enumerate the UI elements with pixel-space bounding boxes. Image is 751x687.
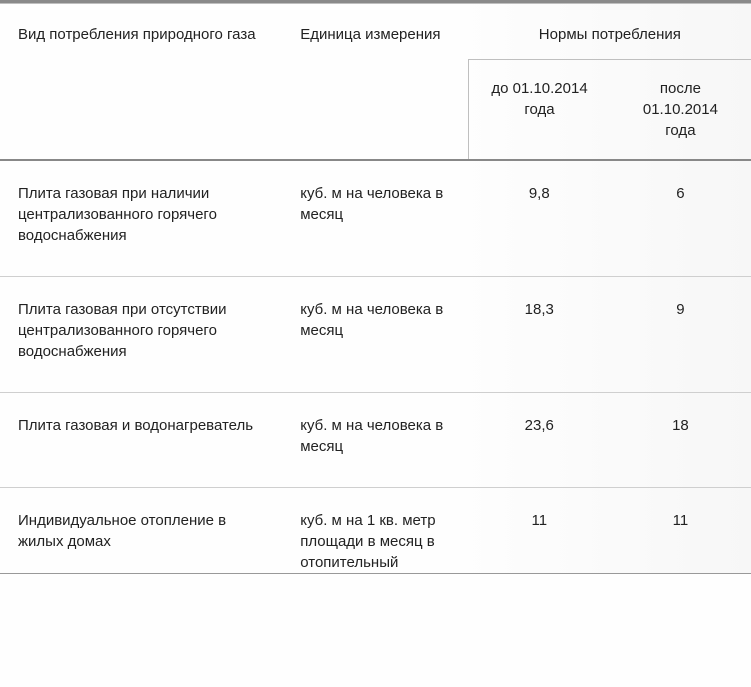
- cell-before: 11: [469, 488, 610, 574]
- cell-type: Плита газовая при наличии централизованн…: [0, 160, 282, 277]
- cell-unit: куб. м на человека в месяц: [282, 393, 468, 488]
- header-norms: Нормы потребления: [469, 4, 751, 60]
- cell-type: Индивидуальное отопление в жилых домах: [0, 488, 282, 574]
- table-row: Плита газовая при отсутствии централизов…: [0, 277, 751, 393]
- cell-after: 6: [610, 160, 751, 277]
- cell-before: 23,6: [469, 393, 610, 488]
- cell-before: 9,8: [469, 160, 610, 277]
- header-consumption-type: Вид потребления природного газа: [0, 4, 282, 161]
- cell-unit: куб. м на 1 кв. метр площади в месяц в о…: [282, 488, 468, 574]
- header-before-date: до 01.10.2014 года: [469, 60, 610, 161]
- cell-type: Плита газовая и водонагреватель: [0, 393, 282, 488]
- table-row: Плита газовая при наличии централизованн…: [0, 160, 751, 277]
- cell-type: Плита газовая при отсутствии централизов…: [0, 277, 282, 393]
- cell-after: 11: [610, 488, 751, 574]
- cell-unit: куб. м на человека в месяц: [282, 277, 468, 393]
- gas-norms-table: Вид потребления природного газа Единица …: [0, 3, 751, 573]
- table-row: Индивидуальное отопление в жилых домах к…: [0, 488, 751, 574]
- gas-norms-table-frame: Вид потребления природного газа Единица …: [0, 0, 751, 574]
- cell-unit: куб. м на человека в месяц: [282, 160, 468, 277]
- table-row: Плита газовая и водонагреватель куб. м н…: [0, 393, 751, 488]
- header-unit: Единица измерения: [282, 4, 468, 161]
- cell-before: 18,3: [469, 277, 610, 393]
- cell-after: 9: [610, 277, 751, 393]
- cell-after: 18: [610, 393, 751, 488]
- header-after-date: после 01.10.2014 года: [610, 60, 751, 161]
